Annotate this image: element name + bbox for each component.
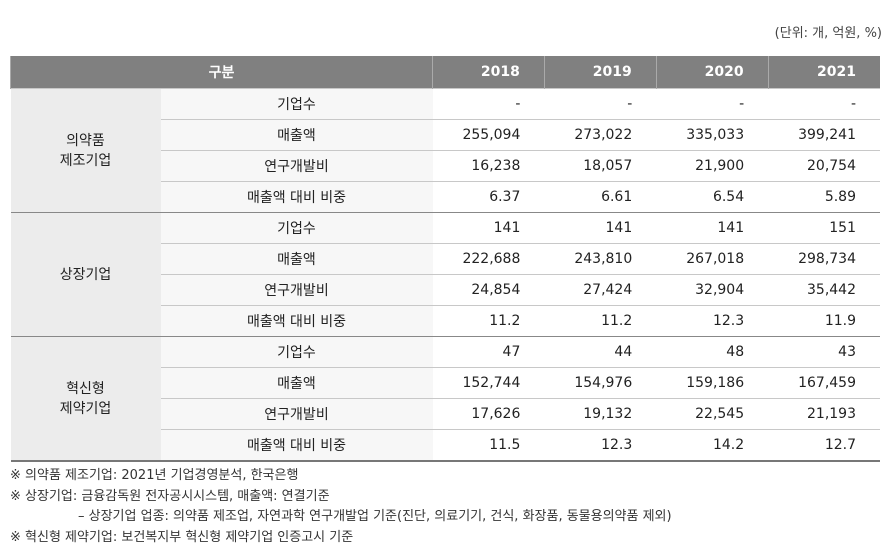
value-cell: 27,424 (544, 274, 657, 306)
value-cell: 154,976 (544, 367, 657, 399)
item-label: 매출액 대비 비중 (160, 429, 433, 461)
value-cell: 43 (768, 336, 880, 368)
item-label: 기업수 (160, 336, 433, 368)
value-cell: 6.37 (432, 181, 545, 213)
value-cell: 44 (544, 336, 657, 368)
value-cell: 22,545 (656, 398, 769, 430)
item-label: 매출액 (160, 367, 433, 399)
value-cell: 11.2 (432, 305, 545, 337)
value-cell: 167,459 (768, 367, 880, 399)
data-table: 구분 2018 2019 2020 2021 의약품 제조기업 기업수 - - - - 매출액… (10, 56, 880, 462)
value-cell: 11.5 (432, 429, 545, 461)
item-label: 매출액 대비 비중 (160, 181, 433, 213)
value-cell: 141 (656, 212, 769, 244)
value-cell: - (768, 88, 880, 120)
value-cell: 17,626 (432, 398, 545, 430)
value-cell: 24,854 (432, 274, 545, 306)
header-category: 구분 (10, 56, 433, 89)
footnote: – 상장기업 업종: 의약품 제조업, 자연과학 연구개발업 기준(진단, 의료… (78, 509, 672, 524)
table-row: 매출액 255,094 273,022 335,033 399,241 (11, 119, 880, 151)
value-cell: 32,904 (656, 274, 769, 306)
value-cell: 273,022 (544, 119, 657, 151)
value-cell: 11.9 (768, 305, 880, 337)
value-cell: 6.54 (656, 181, 769, 213)
value-cell: 141 (544, 212, 657, 244)
table-row: 매출액 대비 비중 6.37 6.61 6.54 5.89 (11, 181, 880, 213)
item-label: 연구개발비 (160, 150, 433, 182)
group-label: 상장기업 (10, 212, 161, 337)
value-cell: 48 (656, 336, 769, 368)
item-label: 매출액 대비 비중 (160, 305, 433, 337)
group-label: 혁신형 제약기업 (10, 336, 161, 461)
table-row: 혁신형 제약기업 기업수 47 44 48 43 (10, 336, 880, 461)
value-cell: 243,810 (544, 243, 657, 275)
item-label: 연구개발비 (160, 398, 433, 430)
value-cell: 151 (768, 212, 880, 244)
footnotes: ※ 의약품 제조기업: 2021년 기업경영분석, 한국은행 ※ 상장기업: 금… (10, 466, 672, 548)
value-cell: 152,744 (432, 367, 545, 399)
value-cell: - (544, 88, 657, 120)
value-cell: 35,442 (768, 274, 880, 306)
value-cell: 6.61 (544, 181, 657, 213)
value-cell: 11.2 (544, 305, 657, 337)
value-cell: 18,057 (544, 150, 657, 182)
table-row: 매출액 대비 비중 11.5 12.3 14.2 12.7 (11, 429, 880, 461)
item-label: 매출액 (160, 243, 433, 275)
item-label: 매출액 (160, 119, 433, 151)
value-cell: 47 (432, 336, 545, 368)
table-row: 연구개발비 24,854 27,424 32,904 35,442 (11, 274, 880, 306)
value-cell: 12.3 (544, 429, 657, 461)
table-row: 매출액 222,688 243,810 267,018 298,734 (11, 243, 880, 275)
value-cell: 335,033 (656, 119, 769, 151)
value-cell: - (656, 88, 769, 120)
group-label: 의약품 제조기업 (10, 88, 161, 213)
header-year: 2018 (432, 56, 545, 89)
table-row: 의약품 제조기업 기업수 - - - - (10, 88, 880, 213)
value-cell: 255,094 (432, 119, 545, 151)
table-row: 연구개발비 17,626 19,132 22,545 21,193 (11, 398, 880, 430)
table-row: 매출액 대비 비중 11.2 11.2 12.3 11.9 (11, 305, 880, 337)
footnote: ※ 의약품 제조기업: 2021년 기업경영분석, 한국은행 (10, 468, 299, 483)
unit-note: (단위: 개, 억원, %) (774, 26, 882, 41)
value-cell: 21,900 (656, 150, 769, 182)
value-cell: 5.89 (768, 181, 880, 213)
value-cell: 222,688 (432, 243, 545, 275)
value-cell: 19,132 (544, 398, 657, 430)
value-cell: 399,241 (768, 119, 880, 151)
value-cell: 159,186 (656, 367, 769, 399)
value-cell: 298,734 (768, 243, 880, 275)
value-cell: 12.7 (768, 429, 880, 461)
item-label: 연구개발비 (160, 274, 433, 306)
value-cell: 14.2 (656, 429, 769, 461)
item-label: 기업수 (160, 212, 433, 244)
header-year: 2020 (655, 56, 769, 89)
value-cell: - (432, 88, 545, 120)
value-cell: 141 (432, 212, 545, 244)
item-label: 기업수 (160, 88, 433, 120)
header-year: 2019 (543, 56, 657, 89)
footnote: ※ 상장기업: 금융감독원 전자공시시스템, 매출액: 연결기준 (10, 488, 330, 504)
value-cell: 12.3 (656, 305, 769, 337)
header-row: 구분 2018 2019 2020 2021 (10, 56, 880, 89)
value-cell: 20,754 (768, 150, 880, 182)
value-cell: 21,193 (768, 398, 880, 430)
value-cell: 267,018 (656, 243, 769, 275)
footnote: ※ 혁신형 제약기업: 보건복지부 혁신형 제약기업 인증고시 기준 (10, 529, 354, 545)
value-cell: 16,238 (432, 150, 545, 182)
table-row: 상장기업 기업수 141 141 141 151 (10, 212, 880, 337)
header-year: 2021 (767, 56, 880, 89)
table-row: 연구개발비 16,238 18,057 21,900 20,754 (11, 150, 880, 182)
table-row: 매출액 152,744 154,976 159,186 167,459 (11, 367, 880, 399)
